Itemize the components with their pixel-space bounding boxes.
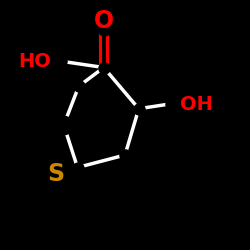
Text: S: S	[48, 162, 65, 186]
Text: OH: OH	[180, 96, 213, 114]
Text: O: O	[94, 9, 114, 33]
Text: HO: HO	[18, 52, 52, 71]
